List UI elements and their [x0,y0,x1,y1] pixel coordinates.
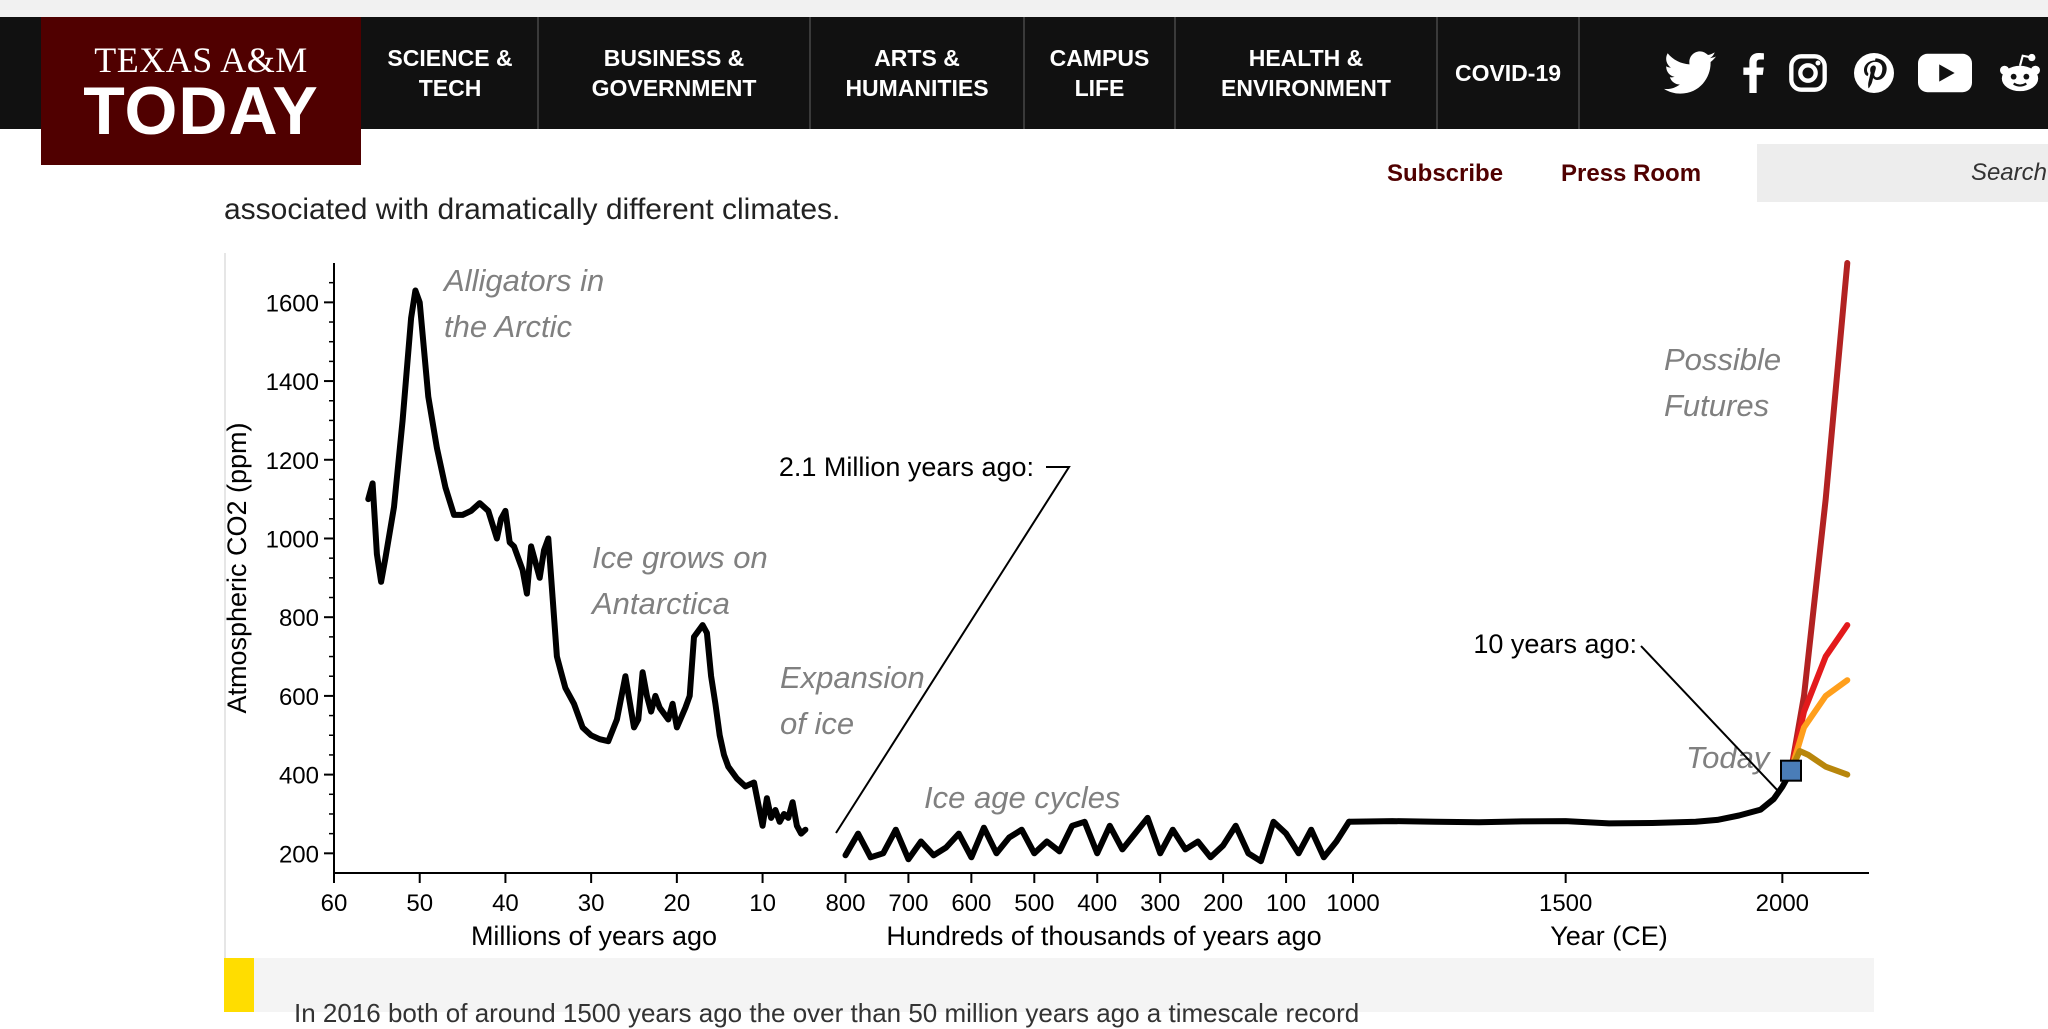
twitter-icon[interactable] [1664,17,1716,129]
annotation-2-1-million: 2.1 Million years ago: [779,452,1034,482]
y-axis-label: Atmospheric CO2 (ppm) [224,422,252,713]
reddit-icon[interactable] [1998,17,2042,129]
x-tick-label-2-1500: 1500 [1539,890,1592,917]
x-tick-label-1-100: 100 [1266,890,1306,917]
leader-line-2-1-million [835,466,1071,834]
annotation-possible-futures: Possible Futures [1664,342,1781,423]
nav-covid-19[interactable]: COVID-19 [1438,17,1580,129]
future-series-very-high [1788,260,1851,774]
pinterest-icon[interactable] [1854,17,1894,129]
figure-left-border [224,253,226,958]
logo-line-1: TEXAS A&M [94,40,308,80]
callout-accent-bar [224,958,254,1012]
x-tick-label-0-10: 10 [749,890,776,917]
x-tick-label-1-800: 800 [825,890,865,917]
today-marker [1780,759,1802,782]
x-tick-label-0-30: 30 [578,890,605,917]
x-tick-label-1-400: 400 [1077,890,1117,917]
y-tick-label-200: 200 [279,841,319,868]
x-tick-label-2-2000: 2000 [1756,890,1809,917]
leader-line-10-years [1640,645,1781,794]
y-tick-label-1400: 1400 [266,369,319,396]
press-room-link[interactable]: Press Room [1561,160,1702,187]
nav-science-tech[interactable]: SCIENCE & TECH [363,17,539,129]
callout-text: In 2016 both of around 1500 years ago th… [294,998,1360,1028]
x-tick-label-0-40: 40 [492,890,519,917]
co2-series-modern [1346,767,1794,827]
article-clipped-text: associated with dramatically different c… [224,193,841,226]
y-tick-label-600: 600 [279,684,319,711]
nav-campus-life[interactable]: CAMPUS LIFE [1025,17,1176,129]
site-logo[interactable]: TEXAS A&M TODAY [41,17,361,165]
y-tick-label-1600: 1600 [266,290,319,317]
subscribe-link[interactable]: Subscribe [1387,160,1504,187]
co2-series-millions [365,287,809,837]
browser-top-strip [0,0,2048,17]
annotation-10-years: 10 years ago: [1473,629,1637,659]
x-tick-label-1-300: 300 [1140,890,1180,917]
x-axis-label-hundreds-thousands: Hundreds of thousands of years ago [886,921,1321,951]
x-tick-label-0-20: 20 [664,890,691,917]
y-tick-label-1200: 1200 [266,448,319,475]
nav-business-government[interactable]: BUSINESS & GOVERNMENT [539,17,811,129]
article-callout: In 2016 both of around 1500 years ago th… [224,958,1874,1028]
x-axis-label-millions: Millions of years ago [471,921,717,951]
x-axis-label-year-ce: Year (CE) [1550,921,1668,951]
x-tick-label-1-500: 500 [1014,890,1054,917]
annotation-ice-age-cycles: Ice age cycles [924,780,1120,815]
youtube-icon[interactable] [1918,17,1972,129]
x-tick-label-0-60: 60 [321,890,348,917]
nav-health-environment[interactable]: HEALTH & ENVIRONMENT [1176,17,1438,129]
y-tick-label-800: 800 [279,605,319,632]
instagram-icon[interactable] [1788,17,1828,129]
annotation-expansion-of-ice: Expansion of ice [780,660,925,741]
x-tick-label-1-1000: 1000 [1326,890,1379,917]
y-tick-label-400: 400 [279,763,319,790]
x-tick-label-0-50: 50 [406,890,433,917]
future-series-low [1788,748,1851,778]
co2-series-ice-cores [842,814,1352,865]
logo-line-2: TODAY [83,73,319,149]
x-tick-label-1-600: 600 [951,890,991,917]
annotation-alligators: Alligators in the Arctic [442,263,604,344]
search-input[interactable]: Search [1757,144,2048,202]
facebook-icon[interactable] [1740,17,1766,129]
co2-chart: 200 400 600 800 1000 1200 1400 1600 60 50 40 30 20 1… [224,260,1869,951]
y-tick-label-1000: 1000 [266,526,319,553]
annotation-antarctica: Ice grows on Antarctica [590,540,768,621]
nav-arts-humanities[interactable]: ARTS & HUMANITIES [811,17,1025,129]
x-tick-label-1-200: 200 [1203,890,1243,917]
x-tick-label-1-700: 700 [888,890,928,917]
